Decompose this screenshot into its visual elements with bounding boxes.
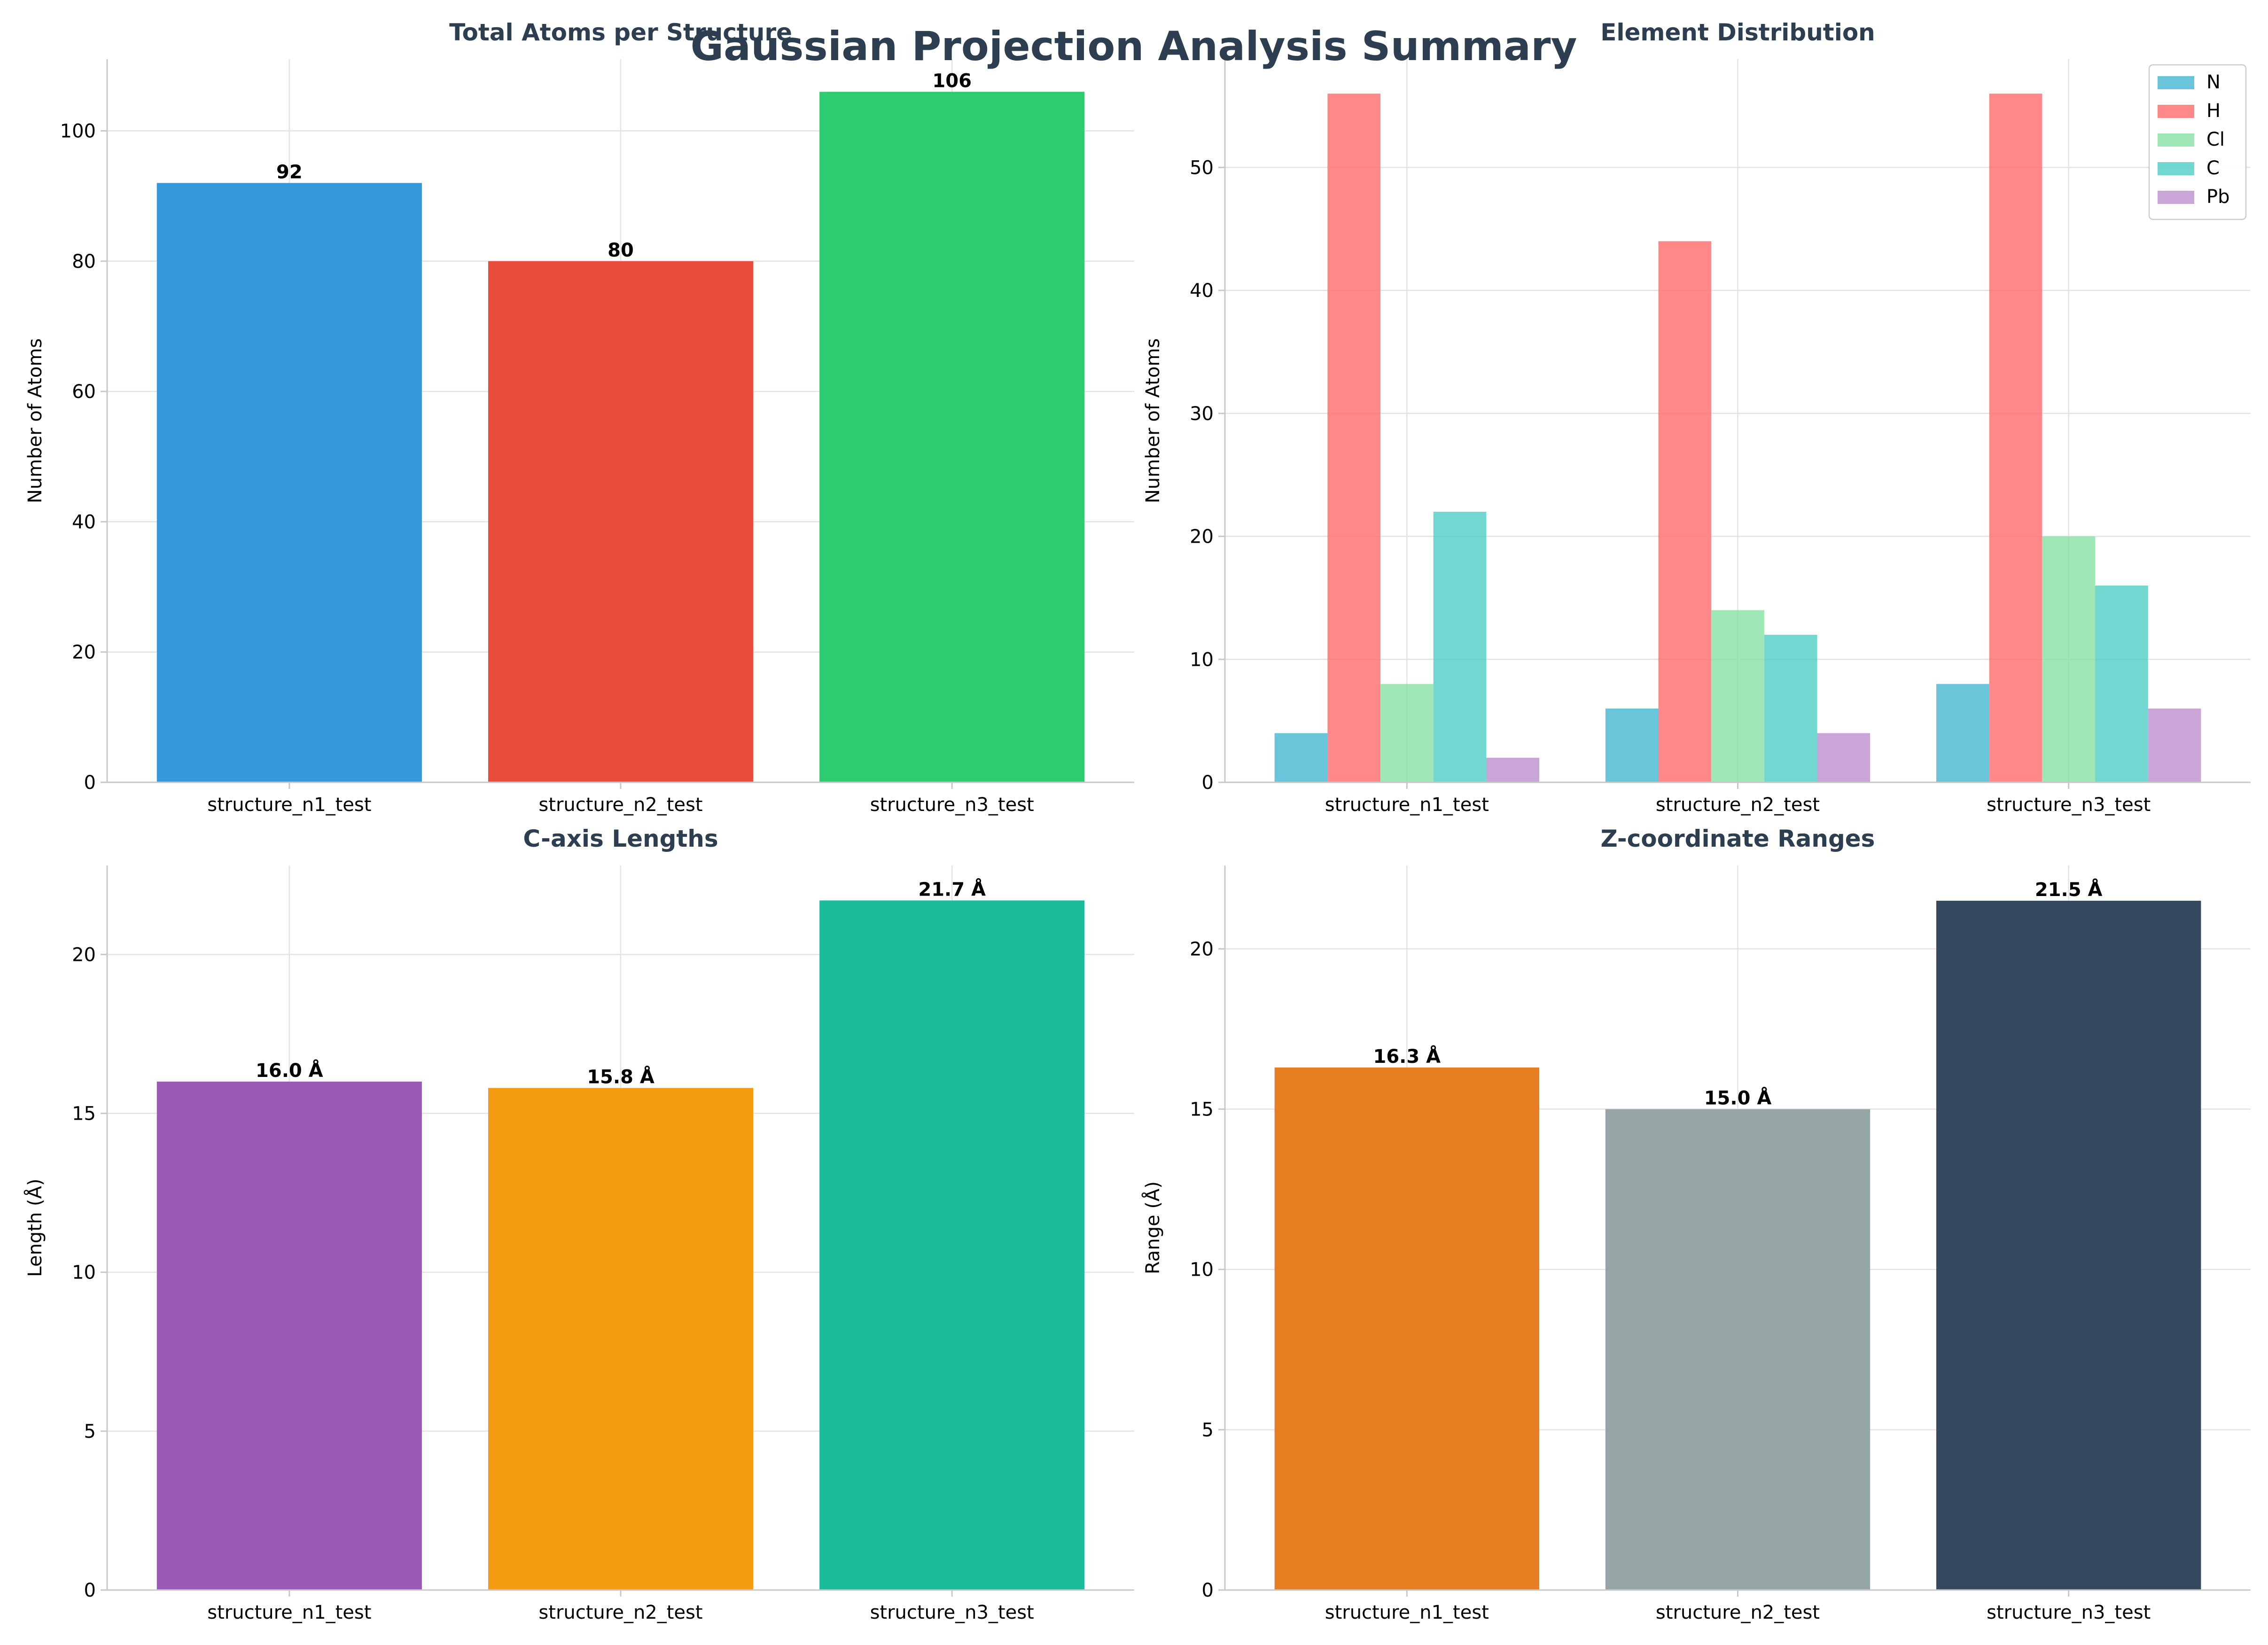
bar-n	[1605, 708, 1659, 782]
bar-c	[1764, 634, 1817, 782]
panel-title: Element Distribution	[1600, 19, 1875, 46]
bar-cl	[1711, 610, 1764, 782]
x-tick-label: structure_n3_test	[1987, 1602, 2151, 1623]
y-tick-label: 60	[72, 381, 96, 403]
bar-value-label: 21.7 Å	[918, 877, 986, 900]
y-tick-label: 0	[1202, 772, 1214, 794]
legend-label-cl: Cl	[2206, 129, 2225, 150]
bar-pb	[1817, 733, 1871, 782]
panel-z-coordinate-ranges: 16.3 Å 15.0 Å 21.5 Å 0 5 10 15 20 structure_n1_t…	[1141, 825, 2251, 1623]
x-tick-label: structure_n1_test	[207, 794, 371, 816]
panel-title: Total Atoms per Structure	[449, 19, 792, 46]
bar	[488, 1088, 754, 1590]
legend-swatch-c	[2158, 162, 2194, 175]
y-tick-label: 10	[72, 1262, 96, 1284]
legend-label-n: N	[2206, 71, 2221, 93]
y-tick-label: 50	[1190, 157, 1214, 179]
x-tick-label: structure_n1_test	[1325, 1602, 1489, 1623]
bar-c	[1433, 512, 1487, 782]
y-tick-label: 40	[1190, 280, 1214, 302]
legend-swatch-n	[2158, 76, 2194, 89]
y-tick-label: 0	[1202, 1580, 1214, 1601]
x-tick-label: structure_n3_test	[870, 1602, 1034, 1623]
bar-n	[1936, 684, 1989, 782]
panel-element-distribution: NH Cl C Pb 0 10 20 30 40 50 structure_n1_test struc…	[1142, 19, 2251, 816]
bar	[1605, 1109, 1871, 1590]
bar-cl	[1380, 684, 1434, 782]
bar-h	[1989, 94, 2042, 782]
x-tick-label: structure_n2_test	[1656, 1602, 1820, 1623]
legend-swatch-pb	[2158, 191, 2194, 204]
legend-label-c: C	[2206, 157, 2220, 179]
bar-value-label: 16.0 Å	[256, 1059, 323, 1082]
y-axis-label: Length (Å)	[23, 1178, 46, 1277]
legend-label-pb: Pb	[2206, 186, 2230, 208]
y-axis-label: Range (Å)	[1141, 1181, 1164, 1274]
panel-total-atoms: 92 80 106 0 20 40 60 80 100 structure_n1_test stru…	[24, 19, 1134, 816]
y-tick-label: 15	[1190, 1099, 1214, 1121]
bar	[1274, 1067, 1539, 1590]
x-tick-label: structure_n3_test	[1987, 794, 2151, 816]
bar-value-label: 106	[932, 70, 972, 92]
y-tick-label: 20	[1190, 938, 1214, 960]
legend-swatch-h	[2158, 105, 2194, 118]
y-tick-label: 15	[72, 1103, 96, 1125]
x-tick-label: structure_n2_test	[1656, 794, 1820, 816]
legend-swatch-cl	[2158, 133, 2194, 147]
bar-value-label: 16.3 Å	[1373, 1045, 1441, 1068]
bar-value-label: 15.8 Å	[587, 1065, 655, 1088]
bar-pb	[1486, 757, 1539, 782]
bar-h	[1327, 94, 1380, 782]
y-axis-label: Number of Atoms	[24, 338, 46, 503]
bar	[1936, 901, 2201, 1590]
x-tick-label: structure_n1_test	[207, 1602, 371, 1623]
bar	[156, 1081, 422, 1590]
x-tick-label: structure_n3_test	[870, 794, 1034, 816]
panel-title: Z-coordinate Ranges	[1601, 825, 1875, 852]
y-tick-label: 20	[1190, 526, 1214, 548]
y-tick-label: 100	[60, 121, 96, 142]
x-tick-label: structure_n2_test	[538, 794, 702, 816]
x-tick-label: structure_n2_test	[538, 1602, 702, 1623]
x-tick-label: structure_n1_test	[1325, 794, 1489, 816]
y-tick-label: 30	[1190, 403, 1214, 425]
y-tick-label: 10	[1190, 1259, 1214, 1281]
y-tick-label: 80	[72, 251, 96, 273]
y-tick-label: 0	[84, 1580, 96, 1601]
bar-cl	[2042, 536, 2096, 782]
bar-value-label: 21.5 Å	[2035, 878, 2103, 901]
legend-label-h: H	[2206, 100, 2221, 122]
legend-box	[2148, 64, 2247, 220]
bar	[156, 183, 422, 783]
panel-title: C-axis Lengths	[523, 825, 718, 852]
figure-title: Gaussian Projection Analysis Summary	[690, 23, 1577, 70]
bar	[819, 92, 1085, 782]
bar-value-label: 15.0 Å	[1704, 1086, 1772, 1109]
panel-c-axis-lengths: 16.0 Å 15.8 Å 21.7 Å 0 5 10 15 20 structure_n1_t…	[23, 825, 1134, 1623]
bar-value-label: 80	[608, 240, 634, 261]
bar	[488, 261, 754, 782]
bar-n	[1274, 733, 1328, 782]
bar-pb	[2148, 708, 2201, 782]
y-tick-label: 10	[1190, 649, 1214, 670]
bar-h	[1658, 241, 1712, 782]
y-tick-label: 5	[84, 1421, 96, 1442]
bar-value-label: 92	[276, 161, 303, 183]
y-tick-label: 40	[72, 511, 96, 533]
y-tick-label: 0	[84, 772, 96, 794]
bar	[819, 900, 1085, 1590]
y-tick-label: 20	[72, 642, 96, 663]
y-tick-label: 5	[1202, 1419, 1214, 1441]
bar-c	[2095, 585, 2148, 782]
y-axis-label: Number of Atoms	[1142, 338, 1164, 503]
y-tick-label: 20	[72, 944, 96, 966]
